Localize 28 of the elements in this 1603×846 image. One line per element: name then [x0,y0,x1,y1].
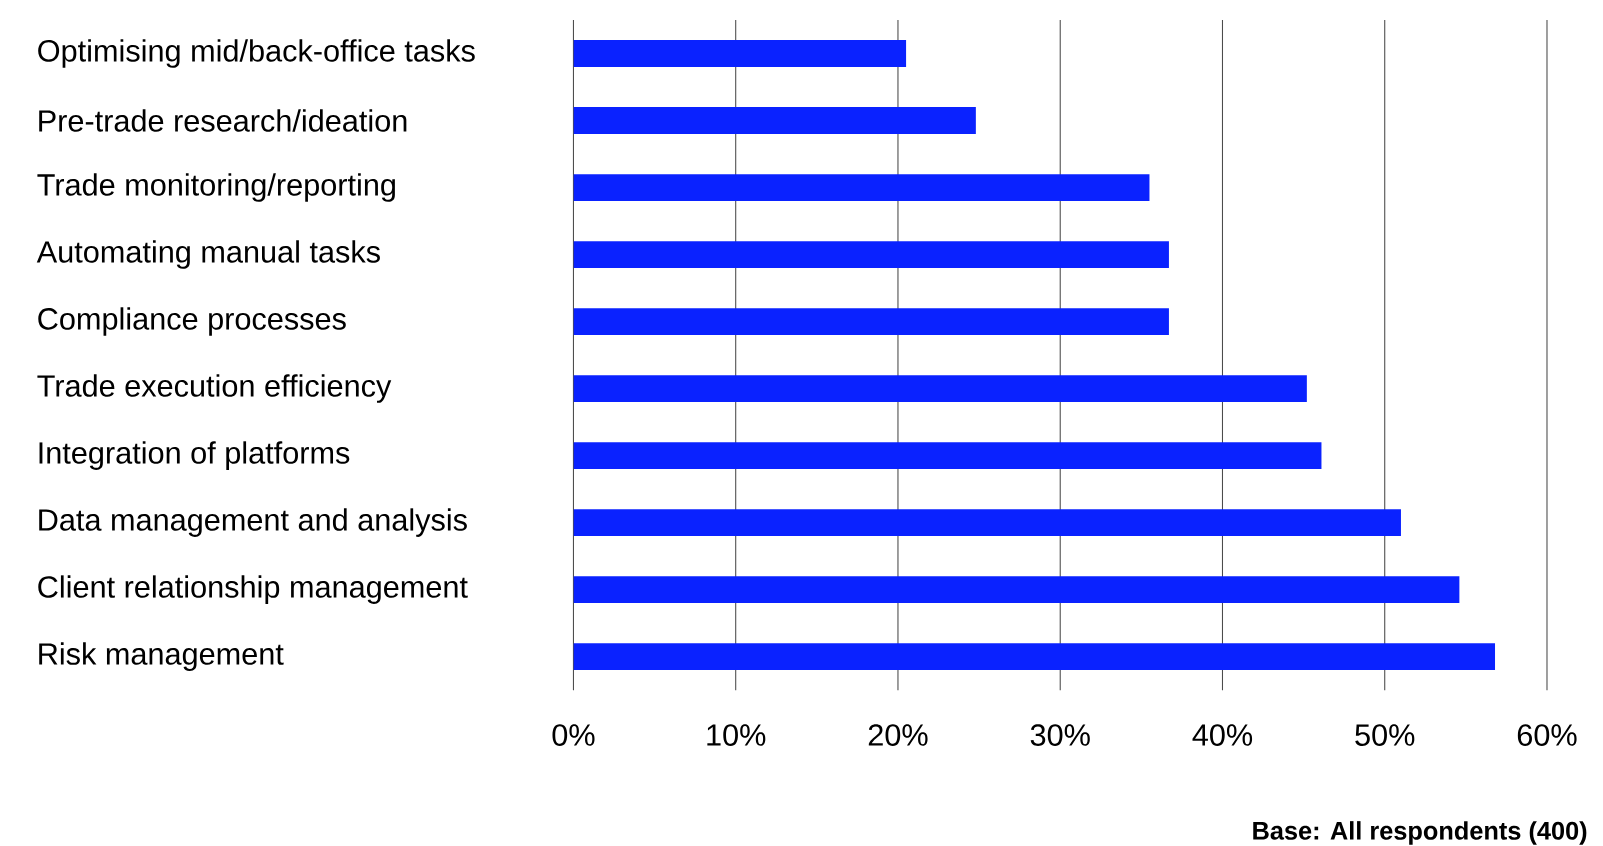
y-tick-label: Risk management [39,642,284,671]
bar [573,643,1496,670]
y-tick-label: Pre-trade research/ideation [39,109,407,132]
x-tick-label: 60% [1517,724,1577,746]
bar [573,174,1150,201]
y-tick-label: Trade execution efficiency [37,374,392,403]
x-tick-label: 20% [868,724,928,746]
bar [573,375,1307,402]
x-tick-label: 10% [707,724,766,746]
text: Base: All respondents (400) [1253,821,1587,845]
y-tick-label: Trade monitoring/reporting [37,173,395,202]
bar [573,509,1401,536]
y-tick-label: Optimising mid/back-office tasks [38,39,475,68]
x-tick-label: 0% [552,724,595,746]
bar [573,308,1169,335]
bar [573,241,1169,268]
bar [573,107,976,134]
y-tick-label: Client relationship management [38,575,468,604]
y-tick-label: Compliance processes [38,307,346,336]
x-tick-label: 30% [1030,724,1090,746]
bar [573,442,1322,469]
x-tick-label: 50% [1355,724,1415,746]
bar [573,576,1460,603]
y-tick-label: Data management and analysis [39,508,467,537]
y-tick-label: Automating manual tasks [36,240,380,269]
x-tick-label: 40% [1192,724,1253,746]
y-tick-label: Integration of platforms [39,441,350,470]
bar [573,40,907,67]
